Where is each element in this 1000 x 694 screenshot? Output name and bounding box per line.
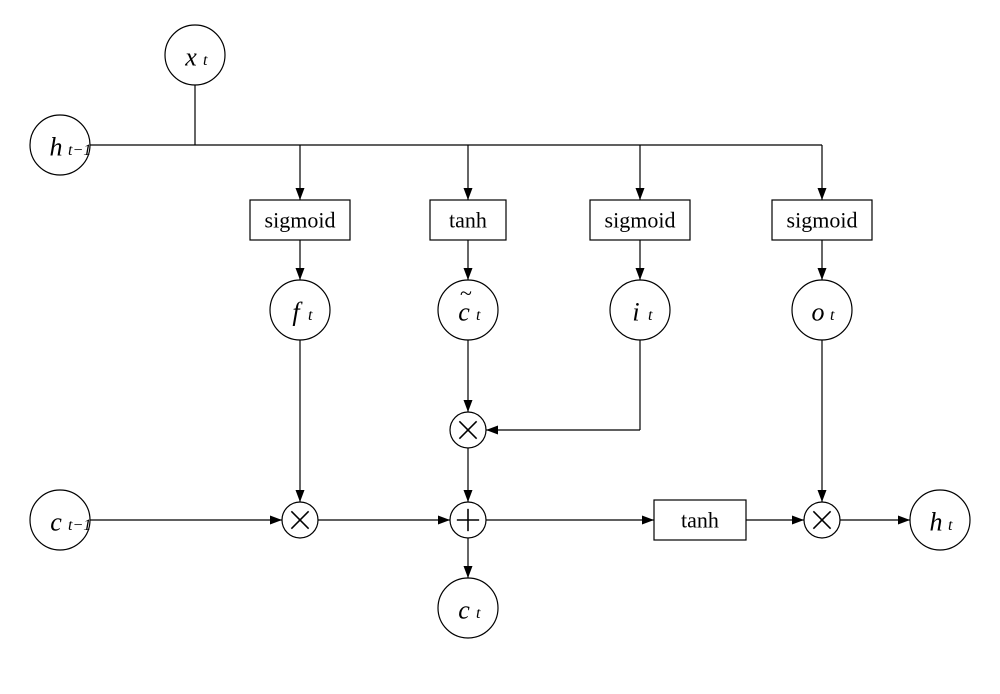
svg-text:t: t [308, 307, 313, 324]
node-f_t [270, 280, 330, 340]
label-tanh_c: tanh [449, 208, 487, 233]
label-sig_i: sigmoid [605, 208, 676, 233]
label-c_t: c [458, 596, 470, 625]
label-tanh_h: tanh [681, 508, 719, 533]
label-h_t: h [930, 508, 943, 537]
svg-text:t: t [476, 605, 481, 622]
label-c_prev: c [50, 508, 62, 537]
svg-text:t: t [830, 307, 835, 324]
svg-text:t: t [203, 52, 208, 69]
label-sig_f: sigmoid [265, 208, 336, 233]
svg-text:~: ~ [460, 281, 472, 306]
svg-text:t: t [948, 517, 953, 534]
label-h_prev: h [50, 133, 63, 162]
node-i_t [610, 280, 670, 340]
svg-text:t: t [476, 307, 481, 324]
label-i_t: i [632, 298, 639, 327]
svg-text:t−1: t−1 [68, 517, 91, 534]
label-x_t: x [184, 43, 197, 72]
lstm-cell-diagram: xtht−1ct−1ftct~itotcthtsigmoidtanhsigmoi… [0, 0, 1000, 694]
label-sig_o: sigmoid [787, 208, 858, 233]
label-o_t: o [812, 298, 825, 327]
svg-text:t−1: t−1 [68, 142, 91, 159]
svg-text:t: t [648, 307, 653, 324]
